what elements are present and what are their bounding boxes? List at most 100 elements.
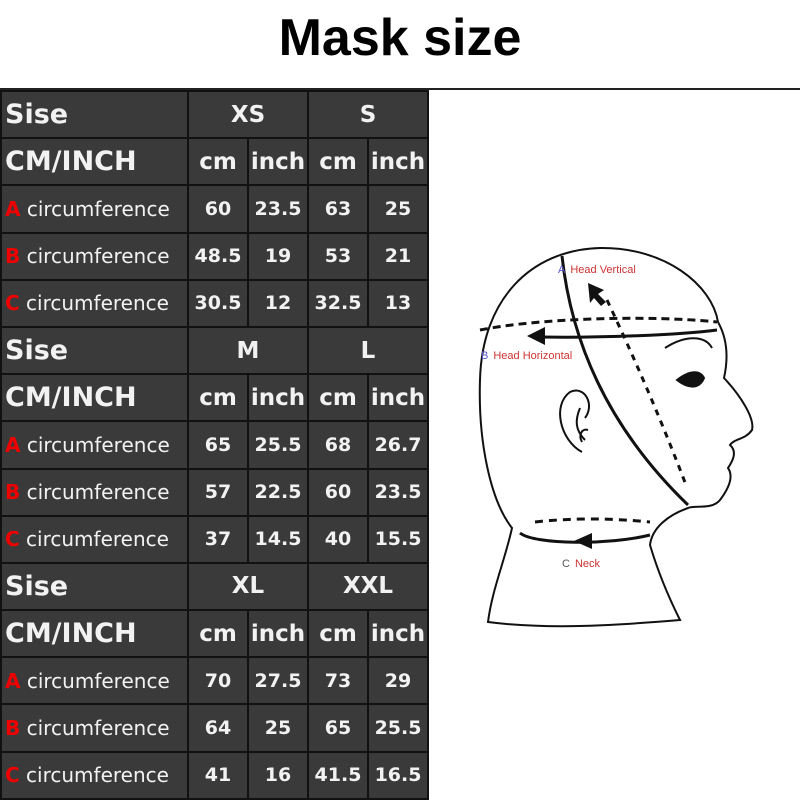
measurement-letter: A — [5, 196, 21, 221]
measurement-value: 57 — [187, 467, 249, 517]
unit-name: cm — [187, 609, 249, 659]
table-row: B circumference 48.5 19 53 21 — [0, 231, 430, 281]
measurement-letter: A — [5, 432, 21, 457]
unit-name: cm — [187, 373, 249, 423]
unit-row: CM/INCH cm inch cm inch — [0, 137, 430, 187]
measurement-value: 16.5 — [366, 750, 430, 800]
measurement-value: 41 — [187, 750, 249, 800]
table-row: A circumference 70 27.5 73 29 — [0, 656, 430, 706]
measurement-name: circumference — [26, 763, 169, 788]
measurement-value: 19 — [247, 231, 309, 281]
size-name: XL — [187, 561, 309, 612]
measurement-value: 14.5 — [247, 514, 309, 564]
measurement-value: 23.5 — [247, 184, 309, 234]
measurement-value: 25 — [247, 703, 309, 753]
measurement-value: 27.5 — [247, 656, 309, 706]
ear — [559, 389, 590, 453]
size-name: L — [306, 325, 430, 376]
measurement-name: circumference — [26, 291, 169, 316]
size-label: Sise — [0, 561, 189, 612]
measurement-value: 30.5 — [187, 278, 249, 328]
a-label: Head Vertical — [570, 264, 635, 276]
measurement-letter: C — [5, 291, 20, 316]
measurement-label: C circumference — [0, 278, 189, 328]
size-header-row: Sise M L — [0, 325, 430, 376]
measurement-value: 37 — [187, 514, 249, 564]
size-table: Sise XS S CM/INCH cm inch cm inch A circumferenc… — [0, 89, 430, 800]
measurement-name: circumference — [26, 196, 170, 221]
measurement-value: 41.5 — [307, 750, 369, 800]
measurement-value: 48.5 — [187, 231, 249, 281]
unit-name: cm — [307, 137, 369, 187]
measurement-letter: C — [5, 763, 20, 788]
unit-name: inch — [366, 137, 430, 187]
size-name: M — [187, 325, 309, 376]
measurement-value: 25 — [366, 184, 430, 234]
unit-label: CM/INCH — [0, 137, 189, 187]
unit-name: inch — [247, 609, 309, 659]
measurement-label: B circumference — [0, 467, 189, 517]
b-letter: B — [481, 350, 488, 362]
measurement-label: A circumference — [0, 656, 189, 706]
measurement-value: 22.5 — [247, 467, 309, 517]
measurement-label: C circumference — [0, 514, 189, 564]
a-dashed — [605, 299, 688, 486]
measurement-label: A circumference — [0, 184, 189, 234]
measurement-value: 70 — [187, 656, 249, 706]
a-letter: A — [558, 264, 566, 276]
unit-row: CM/INCH cm inch cm inch — [0, 373, 430, 423]
size-header-row: Sise XS S — [0, 89, 430, 140]
unit-name: inch — [366, 373, 430, 423]
unit-name: inch — [247, 137, 309, 187]
table-row: C circumference 41 16 41.5 16.5 — [0, 750, 430, 800]
measurement-name: circumference — [26, 480, 170, 505]
size-label: Sise — [0, 89, 189, 140]
measurement-label: B circumference — [0, 231, 189, 281]
measurement-value: 12 — [247, 278, 309, 328]
measurement-value: 25.5 — [247, 420, 309, 470]
size-name: S — [306, 89, 430, 140]
measurement-value: 13 — [366, 278, 430, 328]
measurement-value: 60 — [187, 184, 249, 234]
unit-name: inch — [247, 373, 309, 423]
eye — [675, 371, 706, 388]
measurement-name: circumference — [26, 668, 170, 693]
c-letter: C — [562, 558, 570, 570]
table-row: C circumference 37 14.5 40 15.5 — [0, 514, 430, 564]
size-name: XXL — [306, 561, 430, 612]
divider — [0, 88, 800, 90]
measurement-value: 29 — [366, 656, 430, 706]
measurement-name: circumference — [26, 244, 170, 269]
table-row: B circumference 57 22.5 60 23.5 — [0, 467, 430, 517]
b-label: Head Horizontal — [493, 350, 572, 362]
unit-label: CM/INCH — [0, 373, 189, 423]
measurement-value: 60 — [307, 467, 369, 517]
measurement-value: 23.5 — [366, 467, 430, 517]
measurement-value: 63 — [307, 184, 369, 234]
measurement-value: 40 — [307, 514, 369, 564]
measurement-value: 53 — [307, 231, 369, 281]
unit-name: cm — [307, 609, 369, 659]
unit-label: CM/INCH — [0, 609, 189, 659]
measurement-value: 65 — [187, 420, 249, 470]
measurement-name: circumference — [26, 527, 169, 552]
measurement-letter: B — [5, 480, 21, 505]
c-line — [519, 531, 651, 544]
table-row: C circumference 30.5 12 32.5 13 — [0, 278, 430, 328]
measurement-name: circumference — [26, 716, 170, 741]
measurement-value: 65 — [307, 703, 369, 753]
table-row: A circumference 65 25.5 68 26.7 — [0, 420, 430, 470]
head-diagram: A Head Vertical B Head Horizontal C Neck — [478, 246, 754, 628]
unit-name: cm — [187, 137, 249, 187]
measurement-value: 16 — [247, 750, 309, 800]
table-row: B circumference 64 25 65 25.5 — [0, 703, 430, 753]
measurement-value: 25.5 — [366, 703, 430, 753]
unit-name: cm — [307, 373, 369, 423]
measurement-letter: C — [5, 527, 20, 552]
measurement-value: 68 — [307, 420, 369, 470]
c-label: Neck — [575, 558, 601, 570]
unit-name: inch — [366, 609, 430, 659]
measurement-letter: B — [5, 244, 21, 269]
